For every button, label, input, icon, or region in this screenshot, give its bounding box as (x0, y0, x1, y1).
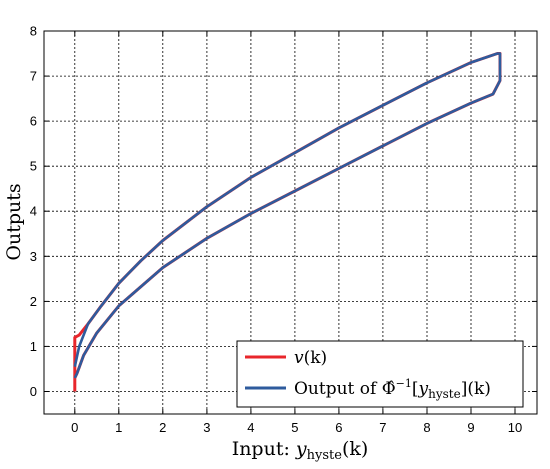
x-tick-label-8: 8 (423, 420, 430, 435)
legend-output-sup: −1 (396, 377, 412, 390)
legend-entry-output: Output of Φ̂−1[yhyste](k) (294, 377, 491, 401)
y-axis-label: Outputs (3, 183, 25, 260)
x-axis-label-sub: hyste (307, 448, 343, 463)
x-tick-label-7: 7 (379, 420, 386, 435)
x-tick-label-10: 10 (508, 420, 522, 435)
legend-output-bracket-close: ](k) (461, 379, 491, 399)
legend-v-var: v (294, 348, 304, 368)
legend: v(k) Output of Φ̂−1[yhyste](k) (236, 340, 524, 408)
plot-frame (43, 30, 538, 415)
legend-box (236, 340, 524, 408)
legend-v-arg: (k) (304, 348, 328, 368)
y-tick-label-0: 0 (30, 384, 37, 399)
legend-output-sub: hyste (428, 387, 461, 401)
legend-output-phi: Φ̂ (382, 379, 396, 399)
y-tick-label-3: 3 (30, 249, 37, 264)
y-tick-label-6: 6 (30, 114, 37, 129)
y-tick-label-8: 8 (30, 24, 37, 39)
y-tick-label-2: 2 (30, 294, 37, 309)
legend-entry-v: v(k) (294, 348, 327, 368)
series-lines (73, 52, 502, 392)
x-tick-label-9: 9 (467, 420, 474, 435)
x-axis-label-arg: (k) (342, 438, 368, 460)
legend-output-bracket-open: [ (412, 379, 419, 399)
x-tick-label-3: 3 (203, 420, 210, 435)
x-tick-label-0: 0 (71, 420, 78, 435)
y-tick-label-1: 1 (30, 339, 37, 354)
x-tick-label-2: 2 (159, 420, 166, 435)
tick-labels: 0 1 2 3 4 5 6 7 8 9 10 0 1 2 3 4 5 6 7 8 (30, 24, 522, 436)
x-axis-label-prefix: Input: (232, 438, 296, 460)
y-tick-label-5: 5 (30, 159, 37, 174)
x-tick-label-1: 1 (115, 420, 122, 435)
x-axis-label-var: y (295, 438, 307, 460)
series-line-1 (73, 52, 502, 379)
legend-output-prefix: Output of (294, 379, 382, 399)
x-tick-label-4: 4 (247, 420, 254, 435)
legend-output-var: y (418, 379, 429, 399)
x-tick-label-5: 5 (291, 420, 298, 435)
y-tick-label-4: 4 (30, 204, 37, 219)
y-tick-label-7: 7 (30, 69, 37, 84)
x-axis-label: Input: yhyste(k) (232, 438, 369, 463)
tick-marks (44, 30, 537, 414)
x-tick-label-6: 6 (335, 420, 342, 435)
